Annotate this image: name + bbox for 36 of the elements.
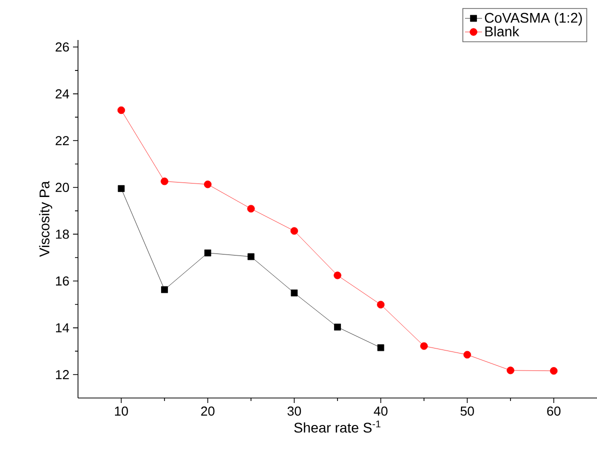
point [248, 253, 254, 260]
x-axis-title: Shear rate S$^{-1}$ [294, 420, 380, 433]
y-tick-label: 18 [56, 230, 69, 239]
x-tick-label: 50 [460, 406, 474, 416]
y-tick-label: 16 [56, 276, 69, 286]
y-tick-label: 26 [56, 42, 69, 52]
x-tick-label: 10 [115, 406, 128, 416]
point [463, 350, 472, 359]
point [334, 324, 341, 330]
legend-label: CoVASMA (1:2) [484, 12, 582, 26]
point [420, 342, 428, 350]
point [506, 366, 514, 374]
x-tick-label: 30 [288, 406, 301, 416]
y-axis-title: Viscosity Pa [39, 181, 52, 257]
y-tick-label: 14 [56, 323, 70, 332]
point [334, 272, 342, 280]
point [117, 106, 126, 114]
point [204, 250, 212, 256]
point [550, 367, 558, 375]
point [204, 180, 212, 188]
legend-label: Blank [485, 26, 520, 36]
x-tick-label: 40 [374, 406, 388, 416]
point [290, 227, 298, 235]
x-tick-label: 60 [547, 406, 560, 416]
y-tick-label: 22 [56, 136, 69, 146]
point [160, 178, 168, 186]
point [118, 185, 125, 192]
point [247, 204, 255, 212]
y-tick-label: 12 [56, 370, 69, 380]
y-tick-label: 20 [56, 182, 69, 192]
x-tick-label: 20 [201, 406, 214, 416]
y-tick-label: 24 [56, 89, 70, 98]
point [377, 344, 384, 352]
point [161, 286, 168, 294]
point [290, 290, 298, 296]
point [376, 300, 385, 308]
